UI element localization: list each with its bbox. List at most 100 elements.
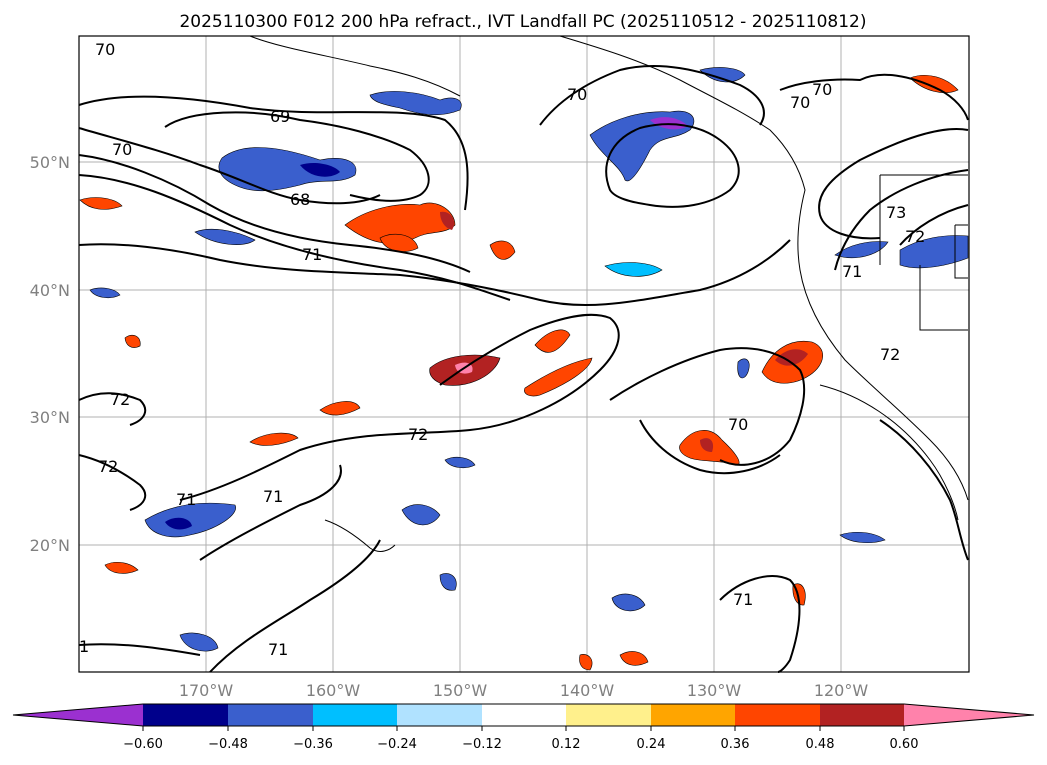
contour-line [164, 111, 430, 202]
alaska-peninsula-coast [249, 35, 461, 97]
lon-label: 140°W [560, 681, 615, 700]
contour-line-72c [179, 313, 620, 501]
lat-label: 20°N [30, 536, 70, 555]
pos-core [775, 349, 808, 366]
pos-region [579, 654, 593, 671]
colorbar-swatch [735, 704, 820, 726]
contour-line-72a [78, 392, 147, 426]
pos-region [524, 357, 593, 397]
contour-line-70b [779, 73, 969, 121]
neg-region [737, 358, 750, 379]
contour-label: 69 [270, 107, 290, 126]
figure-title: 2025110300 F012 200 hPa refract., IVT La… [179, 12, 866, 32]
colorbar-swatch [482, 704, 566, 726]
contour-label: 71 [842, 262, 862, 281]
contour-line-70c [609, 347, 806, 466]
contour-line-1 [78, 643, 201, 656]
colorbar-tick-label: 0.48 [806, 737, 835, 752]
contour-line [78, 127, 381, 205]
colorbar-swatch [566, 704, 651, 726]
colorbar-extend-high [904, 704, 1034, 726]
neg-region [179, 632, 219, 652]
lon-label: 150°W [433, 681, 488, 700]
pos-region [489, 240, 516, 260]
colorbar-tick-label: 0.12 [552, 737, 581, 752]
baja-coast [819, 384, 959, 521]
contour-line-71e [879, 419, 969, 561]
colorbar-tick-label: −0.36 [293, 737, 333, 752]
pos-region [379, 233, 419, 252]
neg-region [439, 573, 457, 591]
colorbar-tick-label: 0.60 [890, 737, 919, 752]
lat-label: 40°N [30, 281, 70, 300]
colorbar-tick-label: 0.36 [721, 737, 750, 752]
contour-line-71d [719, 575, 801, 673]
map-border [78, 35, 970, 673]
pos-region [79, 197, 123, 210]
pos-region [104, 561, 139, 574]
contour-label: 71 [302, 245, 322, 264]
lat-label: 30°N [30, 408, 70, 427]
pos-region [124, 334, 141, 348]
contour-label: 73 [886, 203, 906, 222]
contour-line [639, 419, 781, 475]
contour-line-73 [818, 128, 969, 240]
contour-label: 70 [112, 140, 132, 159]
pos-core [700, 438, 714, 452]
contour-line [834, 169, 969, 271]
neg-region [839, 531, 886, 544]
neg-region [89, 287, 121, 299]
contour-label: 71 [268, 640, 288, 659]
colorbar-swatch [228, 704, 313, 726]
coastlines [249, 35, 969, 552]
colorbar-swatch [820, 704, 904, 726]
state-borders [879, 174, 968, 331]
pos-region [909, 75, 959, 93]
neg-core [165, 517, 192, 530]
contour-label: 70 [567, 85, 587, 104]
graticule [79, 36, 969, 672]
neg-region [899, 235, 969, 269]
neg-region [144, 502, 236, 538]
neg-core [300, 162, 340, 177]
colorbar-swatch [143, 704, 228, 726]
pos-region [534, 329, 571, 353]
pos-region [319, 401, 361, 416]
contour-line [78, 95, 469, 211]
contour-line-71 [78, 239, 791, 307]
colorbar-tick-label: −0.12 [462, 737, 502, 752]
neg-region [699, 67, 746, 83]
lat-labels: 50°N 40°N 30°N 20°N [30, 153, 70, 555]
colorbar-tick-label: −0.24 [377, 737, 417, 752]
contour-label: 72 [110, 390, 130, 409]
north-america-coast [559, 35, 969, 501]
contour-lines [78, 65, 969, 673]
pos-region [249, 432, 299, 446]
neg-region [369, 91, 462, 116]
contour-line-71b [199, 464, 342, 561]
pos-core [440, 211, 455, 230]
lon-label: 160°W [306, 681, 361, 700]
lat-label: 50°N [30, 153, 70, 172]
neg-region [604, 262, 663, 277]
contour-line [78, 154, 471, 273]
contour-label: 72 [408, 425, 428, 444]
contour-label: 70 [790, 93, 810, 112]
neg-region [444, 456, 476, 469]
colorbar-swatch [397, 704, 482, 726]
colorbar-tick-label: −0.60 [123, 737, 163, 752]
contour-line [899, 204, 969, 246]
contour-label: 72 [880, 345, 900, 364]
contour-label: 71 [176, 490, 196, 509]
contour-label: 68 [290, 190, 310, 209]
lon-labels: 170°W 160°W 150°W 140°W 130°W 120°W [179, 681, 869, 700]
contour-label: 70 [95, 40, 115, 59]
hawaii-islands [324, 519, 396, 552]
neg-region [218, 147, 357, 192]
colorbar-swatch [313, 704, 397, 726]
neg-region [401, 504, 441, 526]
neg-region [834, 241, 889, 259]
contour-label: 70 [728, 415, 748, 434]
contour-line-71c [209, 539, 381, 673]
contour-label: 71 [733, 590, 753, 609]
